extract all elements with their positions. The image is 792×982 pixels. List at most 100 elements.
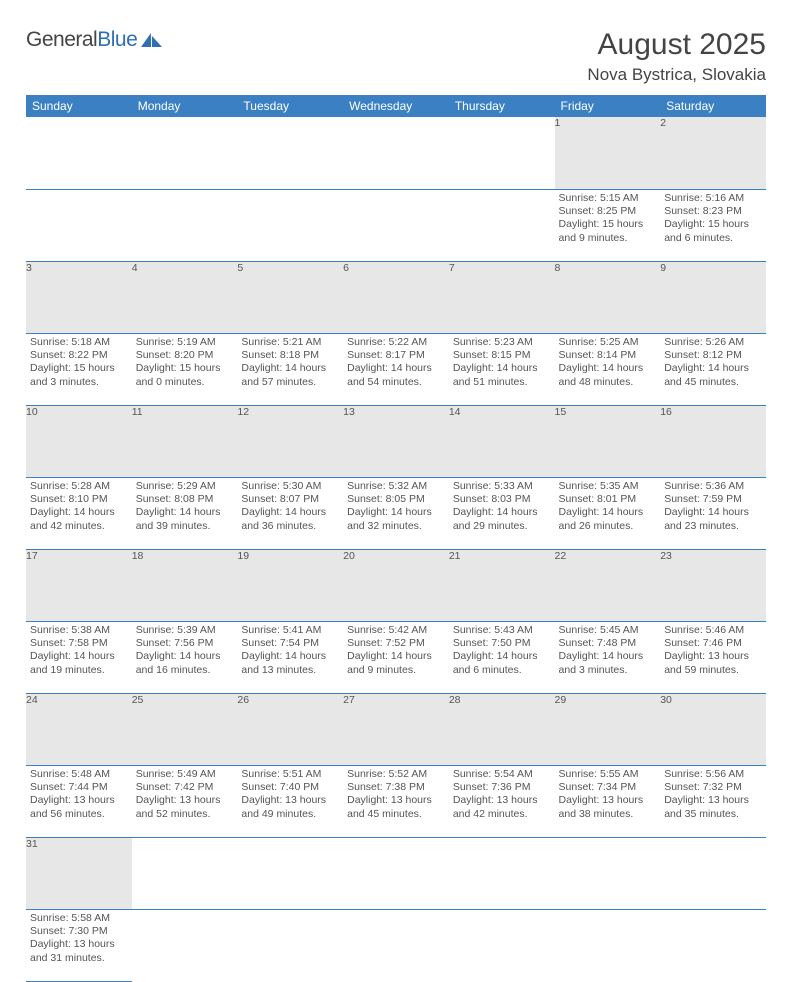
day-number-cell: 26 (237, 693, 343, 765)
day-number-row: 12 (26, 117, 766, 189)
day-number-cell: 22 (555, 549, 661, 621)
daylight-line-1: Daylight: 14 hours (664, 506, 762, 519)
day-number-cell: 6 (343, 261, 449, 333)
day-details: Sunrise: 5:52 AMSunset: 7:38 PMDaylight:… (343, 766, 449, 825)
day-details: Sunrise: 5:43 AMSunset: 7:50 PMDaylight:… (449, 622, 555, 681)
daylight-line-1: Daylight: 14 hours (241, 362, 339, 375)
sunset-line: Sunset: 8:05 PM (347, 493, 445, 506)
daylight-line-1: Daylight: 15 hours (664, 218, 762, 231)
sunrise-line: Sunrise: 5:46 AM (664, 624, 762, 637)
day-details: Sunrise: 5:45 AMSunset: 7:48 PMDaylight:… (555, 622, 661, 681)
day-details: Sunrise: 5:35 AMSunset: 8:01 PMDaylight:… (555, 478, 661, 537)
daylight-line-1: Daylight: 13 hours (453, 794, 551, 807)
day-details: Sunrise: 5:29 AMSunset: 8:08 PMDaylight:… (132, 478, 238, 537)
day-number-cell: 1 (555, 117, 661, 189)
day-cell: Sunrise: 5:55 AMSunset: 7:34 PMDaylight:… (555, 765, 661, 837)
day-cell: Sunrise: 5:43 AMSunset: 7:50 PMDaylight:… (449, 621, 555, 693)
day-number-row: 31 (26, 837, 766, 909)
sunrise-line: Sunrise: 5:22 AM (347, 336, 445, 349)
sunset-line: Sunset: 7:50 PM (453, 637, 551, 650)
sunrise-line: Sunrise: 5:29 AM (136, 480, 234, 493)
sunrise-line: Sunrise: 5:18 AM (30, 336, 128, 349)
day-cell: Sunrise: 5:49 AMSunset: 7:42 PMDaylight:… (132, 765, 238, 837)
day-details: Sunrise: 5:41 AMSunset: 7:54 PMDaylight:… (237, 622, 343, 681)
sunset-line: Sunset: 8:01 PM (559, 493, 657, 506)
sunset-line: Sunset: 7:46 PM (664, 637, 762, 650)
day-number-cell: 12 (237, 405, 343, 477)
daylight-line-1: Daylight: 14 hours (347, 362, 445, 375)
sunset-line: Sunset: 7:40 PM (241, 781, 339, 794)
day-details: Sunrise: 5:36 AMSunset: 7:59 PMDaylight:… (660, 478, 766, 537)
day-cell: Sunrise: 5:22 AMSunset: 8:17 PMDaylight:… (343, 333, 449, 405)
daylight-line-2: and 39 minutes. (136, 520, 234, 533)
weekday-header: Saturday (660, 95, 766, 117)
sunset-line: Sunset: 8:14 PM (559, 349, 657, 362)
day-cell: Sunrise: 5:29 AMSunset: 8:08 PMDaylight:… (132, 477, 238, 549)
sunrise-line: Sunrise: 5:54 AM (453, 768, 551, 781)
daylight-line-2: and 23 minutes. (664, 520, 762, 533)
day-number-cell: 16 (660, 405, 766, 477)
day-cell: Sunrise: 5:21 AMSunset: 8:18 PMDaylight:… (237, 333, 343, 405)
daylight-line-1: Daylight: 14 hours (30, 506, 128, 519)
day-number-cell (26, 117, 132, 189)
daylight-line-1: Daylight: 13 hours (347, 794, 445, 807)
day-number-cell: 9 (660, 261, 766, 333)
sunrise-line: Sunrise: 5:41 AM (241, 624, 339, 637)
day-cell (237, 189, 343, 261)
day-number-cell: 21 (449, 549, 555, 621)
day-cell (237, 909, 343, 981)
sunrise-line: Sunrise: 5:32 AM (347, 480, 445, 493)
day-number-cell: 15 (555, 405, 661, 477)
sunset-line: Sunset: 7:54 PM (241, 637, 339, 650)
daylight-line-2: and 35 minutes. (664, 808, 762, 821)
sunset-line: Sunset: 7:59 PM (664, 493, 762, 506)
daylight-line-2: and 31 minutes. (30, 952, 128, 965)
day-number-cell: 27 (343, 693, 449, 765)
sunrise-line: Sunrise: 5:33 AM (453, 480, 551, 493)
daylight-line-2: and 49 minutes. (241, 808, 339, 821)
daylight-line-1: Daylight: 13 hours (664, 650, 762, 663)
day-cell: Sunrise: 5:16 AMSunset: 8:23 PMDaylight:… (660, 189, 766, 261)
day-cell: Sunrise: 5:33 AMSunset: 8:03 PMDaylight:… (449, 477, 555, 549)
sunrise-line: Sunrise: 5:45 AM (559, 624, 657, 637)
sunset-line: Sunset: 7:32 PM (664, 781, 762, 794)
sunrise-line: Sunrise: 5:51 AM (241, 768, 339, 781)
daylight-line-1: Daylight: 14 hours (559, 650, 657, 663)
day-content-row: Sunrise: 5:38 AMSunset: 7:58 PMDaylight:… (26, 621, 766, 693)
daylight-line-2: and 59 minutes. (664, 664, 762, 677)
day-cell: Sunrise: 5:23 AMSunset: 8:15 PMDaylight:… (449, 333, 555, 405)
daylight-line-2: and 16 minutes. (136, 664, 234, 677)
day-details: Sunrise: 5:54 AMSunset: 7:36 PMDaylight:… (449, 766, 555, 825)
sunset-line: Sunset: 8:18 PM (241, 349, 339, 362)
sunrise-line: Sunrise: 5:15 AM (559, 192, 657, 205)
daylight-line-2: and 42 minutes. (30, 520, 128, 533)
day-number-cell (132, 117, 238, 189)
daylight-line-2: and 9 minutes. (347, 664, 445, 677)
day-content-row: Sunrise: 5:28 AMSunset: 8:10 PMDaylight:… (26, 477, 766, 549)
daylight-line-1: Daylight: 14 hours (453, 506, 551, 519)
weekday-header: Thursday (449, 95, 555, 117)
day-cell: Sunrise: 5:19 AMSunset: 8:20 PMDaylight:… (132, 333, 238, 405)
sunrise-line: Sunrise: 5:21 AM (241, 336, 339, 349)
day-cell: Sunrise: 5:36 AMSunset: 7:59 PMDaylight:… (660, 477, 766, 549)
day-number-cell: 23 (660, 549, 766, 621)
day-content-row: Sunrise: 5:18 AMSunset: 8:22 PMDaylight:… (26, 333, 766, 405)
sunrise-line: Sunrise: 5:58 AM (30, 912, 128, 925)
day-number-cell (449, 117, 555, 189)
sunset-line: Sunset: 7:36 PM (453, 781, 551, 794)
sunrise-line: Sunrise: 5:56 AM (664, 768, 762, 781)
day-cell: Sunrise: 5:32 AMSunset: 8:05 PMDaylight:… (343, 477, 449, 549)
daylight-line-2: and 51 minutes. (453, 376, 551, 389)
sunrise-line: Sunrise: 5:55 AM (559, 768, 657, 781)
day-cell: Sunrise: 5:58 AMSunset: 7:30 PMDaylight:… (26, 909, 132, 981)
daylight-line-2: and 45 minutes. (347, 808, 445, 821)
day-cell: Sunrise: 5:38 AMSunset: 7:58 PMDaylight:… (26, 621, 132, 693)
daylight-line-2: and 38 minutes. (559, 808, 657, 821)
daylight-line-1: Daylight: 14 hours (30, 650, 128, 663)
daylight-line-2: and 26 minutes. (559, 520, 657, 533)
daylight-line-1: Daylight: 13 hours (559, 794, 657, 807)
day-details: Sunrise: 5:22 AMSunset: 8:17 PMDaylight:… (343, 334, 449, 393)
day-details: Sunrise: 5:55 AMSunset: 7:34 PMDaylight:… (555, 766, 661, 825)
daylight-line-2: and 57 minutes. (241, 376, 339, 389)
daylight-line-1: Daylight: 14 hours (559, 362, 657, 375)
